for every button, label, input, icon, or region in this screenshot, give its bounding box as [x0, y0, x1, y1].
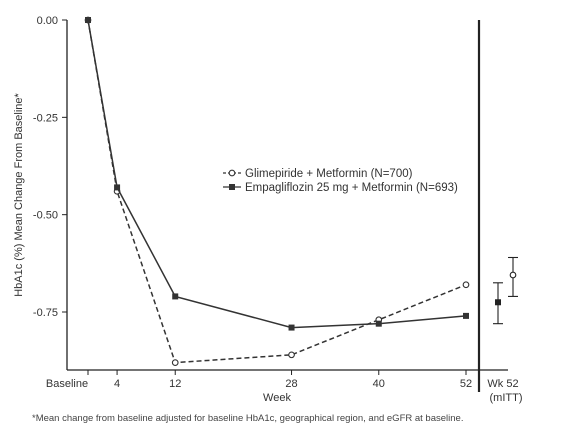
x-tick-label: Baseline	[46, 378, 88, 390]
y-tick-label: -0.50	[33, 210, 58, 222]
x-tick-label: 40	[373, 378, 385, 390]
endpoint-errorbar-1	[508, 256, 518, 297]
y-axis-label: HbA1c (%) Mean Change From Baseline*	[13, 92, 25, 296]
y-tick-label: 0.00	[37, 15, 58, 27]
endpoint-errorbar-2	[493, 282, 503, 325]
data-point	[85, 17, 91, 23]
legend-label: Glimepiride + Metformin (N=700)	[245, 168, 413, 180]
x-ticks: Baseline 4 12 28 40 52	[46, 370, 472, 390]
legend-label: Empagliflozin 25 mg + Metformin (N=693)	[245, 182, 458, 194]
legend-marker	[229, 184, 235, 190]
endpoint-mean	[509, 271, 517, 279]
data-point	[172, 293, 179, 300]
x-axis-label: Week	[263, 392, 291, 404]
series-layer	[84, 16, 470, 366]
endpoint-label-week: Wk 52	[487, 378, 518, 390]
legend-entry-1: Glimepiride + Metformin (N=700)	[223, 168, 413, 180]
chart: 0.00 -0.25 -0.50 -0.75 Baseline 4 12 28 40 52 Hb…	[13, 15, 523, 404]
endpoint-panel: Wk 52 (mITT)	[487, 256, 523, 404]
data-point	[114, 184, 121, 191]
x-tick-label: 52	[460, 378, 472, 390]
legend-entry-2: Empagliflozin 25 mg + Metformin (N=693)	[223, 182, 458, 194]
x-tick-label: 28	[285, 378, 297, 390]
y-ticks: 0.00 -0.25 -0.50 -0.75	[33, 15, 67, 319]
y-tick-label: -0.25	[33, 112, 58, 124]
data-point	[375, 320, 382, 327]
legend: Glimepiride + Metformin (N=700) Empaglifl…	[223, 168, 458, 194]
data-point	[462, 281, 470, 289]
legend-marker	[228, 169, 236, 177]
endpoint-label-mitt: (mITT)	[490, 392, 523, 404]
axes	[66, 20, 508, 392]
data-point	[463, 312, 469, 319]
series-2	[85, 17, 469, 331]
data-point	[288, 324, 295, 331]
x-tick-label: 4	[114, 378, 120, 390]
data-point	[171, 359, 179, 366]
endpoint-mean	[495, 299, 501, 306]
x-tick-label: 12	[169, 378, 181, 390]
series-line	[87, 19, 467, 329]
y-tick-label: -0.75	[33, 307, 58, 319]
data-point	[288, 351, 295, 359]
footnote: *Mean change from baseline adjusted for …	[32, 413, 464, 424]
